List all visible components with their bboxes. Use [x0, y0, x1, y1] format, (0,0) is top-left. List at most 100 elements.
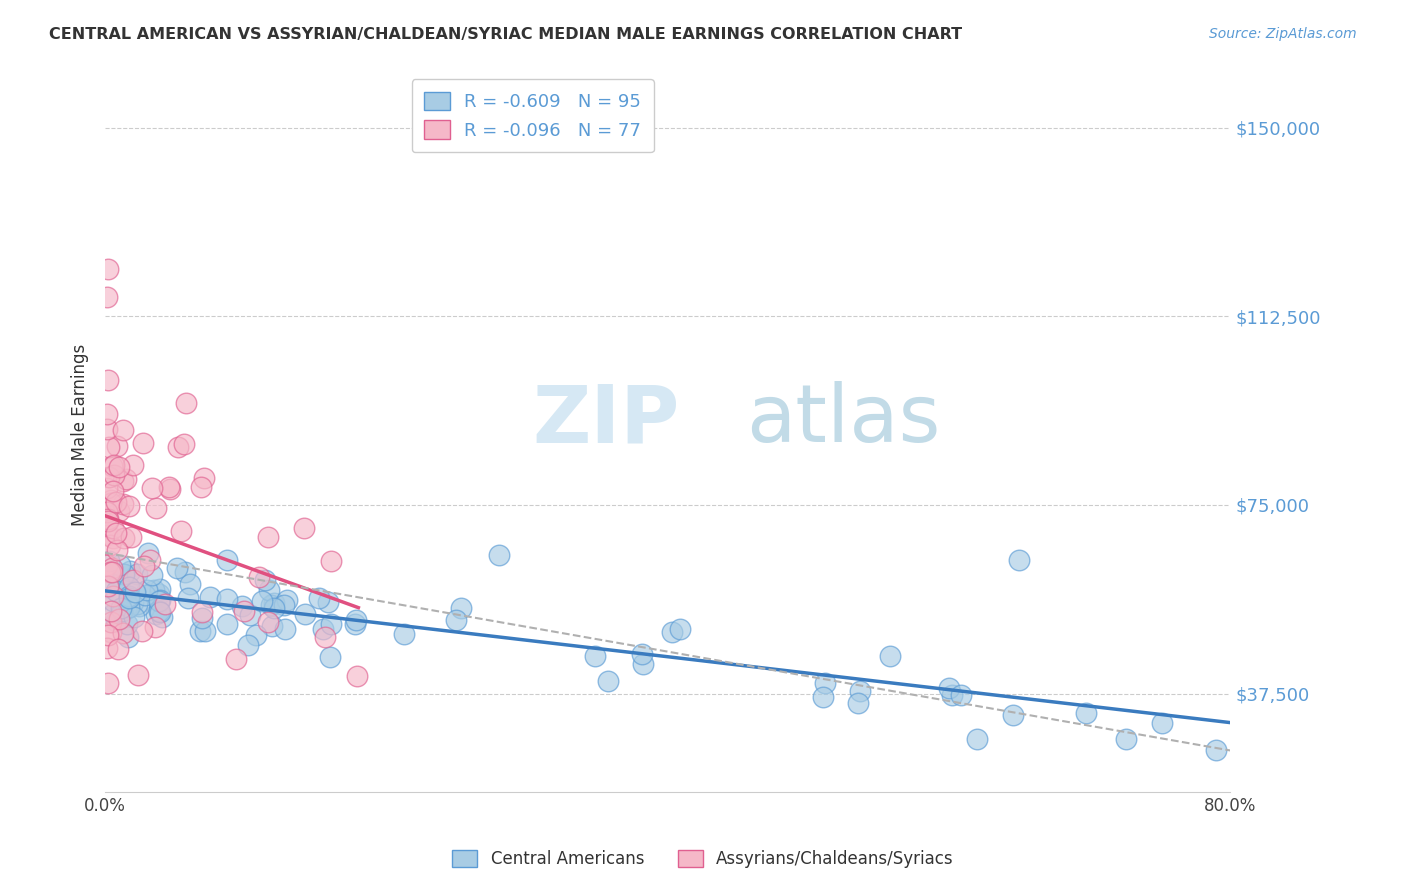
Point [101, 521, 124, 535]
Point [149, 605, 172, 619]
Point [112, 567, 135, 582]
Text: ZIP: ZIP [533, 381, 681, 459]
Point [488, 549, 510, 563]
Point [111, 474, 134, 488]
Point [143, 619, 166, 633]
Point [100, 615, 122, 629]
Point [136, 583, 159, 598]
Point [103, 467, 125, 482]
Point [96, 407, 118, 421]
Point [314, 630, 336, 644]
Point [117, 589, 139, 603]
Point [128, 599, 150, 613]
Point [167, 440, 190, 454]
Point [319, 650, 342, 665]
Point [225, 652, 247, 666]
Point [260, 598, 283, 612]
Point [103, 458, 125, 472]
Point [256, 615, 278, 629]
Point [107, 460, 129, 475]
Point [101, 459, 124, 474]
Point [100, 496, 122, 510]
Point [247, 570, 270, 584]
Point [127, 567, 149, 582]
Point [153, 597, 176, 611]
Point [245, 627, 267, 641]
Point [120, 530, 142, 544]
Point [97, 581, 120, 595]
Point [1002, 708, 1025, 723]
Point [132, 435, 155, 450]
Point [131, 624, 153, 638]
Point [115, 472, 138, 486]
Point [97, 515, 120, 529]
Point [117, 630, 139, 644]
Point [127, 598, 149, 612]
Point [941, 688, 963, 702]
Point [96, 481, 118, 495]
Point [811, 690, 834, 704]
Point [669, 622, 692, 636]
Point [145, 500, 167, 515]
Point [98, 538, 121, 552]
Point [118, 600, 141, 615]
Point [96, 421, 118, 435]
Point [118, 580, 141, 594]
Point [124, 585, 146, 599]
Point [148, 586, 170, 600]
Point [630, 647, 652, 661]
Point [276, 592, 298, 607]
Point [257, 530, 280, 544]
Point [111, 605, 134, 619]
Point [110, 601, 132, 615]
Legend: R = -0.609   N = 95, R = -0.096   N = 77: R = -0.609 N = 95, R = -0.096 N = 77 [412, 79, 654, 153]
Point [848, 696, 870, 710]
Point [98, 565, 121, 579]
Point [583, 648, 606, 663]
Point [108, 576, 131, 591]
Point [122, 609, 145, 624]
Point [188, 624, 211, 638]
Point [191, 605, 214, 619]
Point [149, 582, 172, 596]
Point [96, 528, 118, 542]
Point [108, 612, 131, 626]
Point [96, 676, 118, 690]
Point [101, 483, 124, 498]
Point [239, 607, 262, 622]
Point [814, 676, 837, 690]
Point [215, 616, 238, 631]
Point [174, 565, 197, 579]
Point [444, 613, 467, 627]
Point [344, 613, 367, 627]
Point [450, 600, 472, 615]
Point [149, 593, 172, 607]
Text: Source: ZipAtlas.com: Source: ZipAtlas.com [1209, 27, 1357, 41]
Point [98, 440, 121, 454]
Point [100, 604, 122, 618]
Point [97, 628, 120, 642]
Point [97, 261, 120, 276]
Point [107, 504, 129, 518]
Point [848, 684, 870, 698]
Point [100, 625, 122, 640]
Point [148, 594, 170, 608]
Point [238, 639, 260, 653]
Point [96, 505, 118, 519]
Point [308, 591, 330, 606]
Point [115, 617, 138, 632]
Point [316, 595, 339, 609]
Point [127, 668, 149, 682]
Point [159, 480, 181, 494]
Point [232, 604, 254, 618]
Point [1150, 716, 1173, 731]
Point [134, 588, 156, 602]
Point [263, 601, 285, 615]
Point [108, 558, 131, 573]
Point [101, 566, 124, 580]
Point [257, 582, 280, 597]
Point [193, 470, 215, 484]
Point [179, 576, 201, 591]
Point [142, 583, 165, 598]
Point [118, 564, 141, 578]
